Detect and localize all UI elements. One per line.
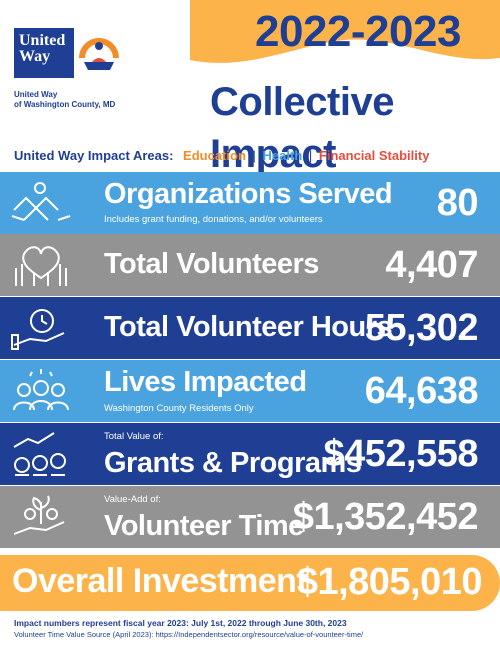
footer-source: Volunteer Time Value Source (April 2023)… xyxy=(14,630,364,639)
stat-label: Volunteer Time xyxy=(104,510,304,542)
people-group-icon xyxy=(13,369,69,411)
stat-value: 64,638 xyxy=(364,370,479,412)
footer-note: Impact numbers represent fiscal year 202… xyxy=(14,618,347,628)
stat-label: Lives Impacted xyxy=(104,366,307,398)
stat-row-volunteers: Total Volunteers 4,407 xyxy=(0,234,500,296)
stat-value: $1,352,452 xyxy=(292,496,479,538)
raised-hands-icon xyxy=(15,246,67,286)
united-way-logo: United Way xyxy=(14,28,124,78)
separator: | xyxy=(308,148,313,163)
stat-row-lives: Lives Impacted Washington County Residen… xyxy=(0,360,500,422)
header: United Way United Way of Washington Coun… xyxy=(0,0,500,176)
stat-row-volunteer-time: Value-Add of: Volunteer Time $1,352,452 xyxy=(0,486,500,548)
impact-area-education: Education xyxy=(183,148,246,163)
impact-areas-label: United Way Impact Areas: xyxy=(14,148,174,163)
header-wave-shape xyxy=(190,0,500,63)
year-heading: 2022-2023 xyxy=(255,7,461,56)
overall-investment-bar xyxy=(0,555,500,611)
handshake-icon xyxy=(11,182,71,221)
stat-value: $452,558 xyxy=(323,433,479,475)
stat-label: Grants & Programs xyxy=(104,447,362,479)
clock-hand-icon xyxy=(11,309,65,350)
united-way-hand-icon xyxy=(74,28,124,78)
impact-areas: United Way Impact Areas: Education | Hea… xyxy=(14,148,494,163)
money-chart-icon xyxy=(13,432,66,476)
separator: | xyxy=(252,148,256,163)
overall-investment: Overall Investment $1,805,010 xyxy=(0,549,500,613)
stat-label: Organizations Served xyxy=(104,178,393,210)
stat-sublabel: Washington County Residents Only xyxy=(104,403,254,414)
stat-row-hours: Total Volunteer Hours 55,302 xyxy=(0,297,500,359)
overall-investment-value: $1,805,010 xyxy=(296,561,483,603)
impact-area-health: Health xyxy=(262,148,303,163)
overall-investment-label: Overall Investment xyxy=(12,562,308,600)
stat-sublabel: Includes grant funding, donations, and/o… xyxy=(104,214,323,225)
stat-prelabel: Value-Add of: xyxy=(104,494,161,505)
stat-value: 4,407 xyxy=(385,244,478,286)
stat-label: Total Volunteers xyxy=(104,248,319,280)
impact-area-financial: Financial Stability xyxy=(318,148,430,163)
stat-value: 55,302 xyxy=(364,307,479,349)
page-title: Collective Impact xyxy=(210,80,394,176)
stat-row-organizations: Organizations Served Includes grant fund… xyxy=(0,172,500,234)
stat-row-grants: Total Value of: Grants & Programs $452,5… xyxy=(0,423,500,485)
stat-value: 80 xyxy=(436,182,479,224)
stat-prelabel: Total Value of: xyxy=(104,431,164,442)
stat-label: Total Volunteer Hours xyxy=(104,311,393,343)
plant-money-icon xyxy=(13,495,65,535)
org-name: United Way of Washington County, MD xyxy=(14,90,116,109)
logo-text: United Way xyxy=(19,32,66,65)
